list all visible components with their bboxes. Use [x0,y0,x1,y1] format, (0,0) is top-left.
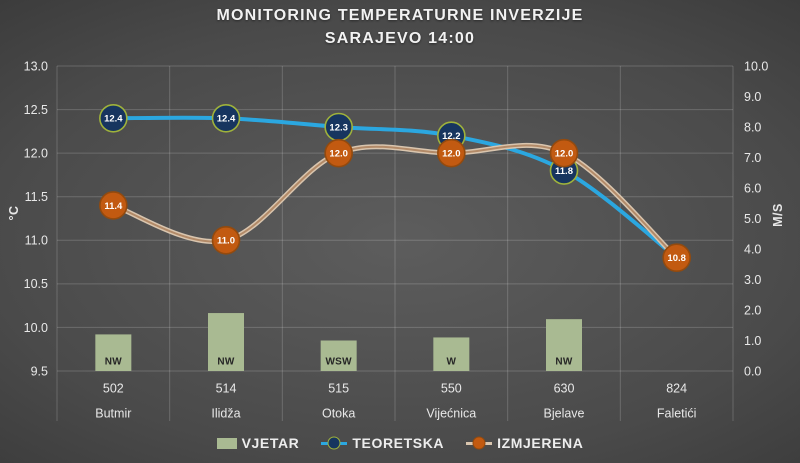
category-name-label: Faletići [657,406,697,420]
izmjerena-marker-value: 11.0 [217,236,235,247]
right-axis-tick-label: 10.0 [744,59,768,73]
category-code-label: 515 [328,381,349,395]
izmjerena-marker-value: 12.0 [329,148,348,159]
left-axis-tick-label: 10.0 [24,321,48,335]
wind-bar [320,340,357,371]
right-axis-tick-label: 7.0 [744,151,761,165]
teoretska-marker-value: 12.4 [217,114,236,125]
izmjerena-marker [211,225,241,255]
chart-title: MONITORING TEMPERATURNE INVERZIJE SARAJE… [0,5,800,50]
legend-label-teoretska: TEORETSKA [352,435,445,451]
legend-item-vjetar[interactable]: VJETAR [216,435,300,451]
izmjerena-marker-icon [466,436,493,451]
teoretska-marker-icon [321,436,348,451]
category-code-label: 550 [441,381,462,395]
category-code-label: 514 [216,381,237,395]
chart-title-line2: SARAJEVO 14:00 [324,29,476,47]
izmjerena-marker [662,243,691,273]
teoretska-marker-value: 12.4 [104,114,123,125]
right-axis-tick-label: 8.0 [744,120,761,134]
left-axis-tick-label: 9.5 [31,364,48,378]
wind-bar [433,337,470,371]
izmjerena-marker [99,191,128,220]
teoretska-marker-value: 12.2 [442,131,461,142]
category-name-label: Vijećnica [426,406,476,420]
izmjerena-marker-value: 12.0 [555,148,574,159]
chart-title-line1: MONITORING TEMPERATURNE INVERZIJE [216,7,584,24]
izmjerena-marker-value: 12.0 [442,148,461,159]
category-code-label: 502 [103,381,124,395]
wind-direction-label: W [446,357,456,368]
right-axis-tick-label: 1.0 [744,334,761,348]
wind-direction-label: WSW [325,357,352,368]
wind-direction-label: NW [217,357,235,368]
wind-direction-label: NW [555,357,573,368]
wind-bar [95,334,132,371]
category-code-label: 630 [554,381,575,395]
right-axis-tick-label: 3.0 [744,273,761,287]
legend-item-teoretska[interactable]: TEORETSKA [321,435,444,451]
legend: VJETAR TEORETSKA IZMJERENA [0,435,800,451]
izmjerena-marker [549,138,579,168]
category-name-label: Otoka [322,406,355,420]
right-axis-tick-label: 2.0 [744,303,761,317]
izmjerena-marker-value: 10.8 [667,253,686,264]
teoretska-marker-value: 11.8 [555,166,573,177]
left-axis-tick-label: 12.5 [24,103,48,117]
legend-item-izmjerena[interactable]: IZMJERENA [466,435,583,451]
category-name-label: Ilidža [211,406,240,420]
category-name-label: Butmir [95,406,131,420]
vjetar-bar-swatch-icon [216,437,237,449]
izmjerena-marker-value: 11.4 [104,201,123,212]
left-axis-tick-label: 13.0 [24,59,48,73]
right-axis-tick-label: 6.0 [744,181,761,195]
left-axis-tick-label: 11.0 [25,234,48,248]
right-axis-tick-label: 9.0 [744,90,761,104]
right-axis-tick-label: 0.0 [744,364,761,378]
category-code-label: 824 [666,381,687,395]
right-axis-tick-label: 5.0 [744,212,761,226]
teoretska-marker [99,103,128,133]
left-axis-tick-label: 10.5 [24,277,48,291]
wind-bar [208,313,244,371]
teoretska-marker [211,103,241,133]
wind-bar [546,319,582,371]
left-axis-tick-label: 11.5 [25,190,48,204]
legend-label-izmjerena: IZMJERENA [497,435,584,451]
category-name-label: Bjelave [544,406,585,420]
teoretska-marker-value: 12.3 [329,122,348,133]
izmjerena-marker [437,138,466,168]
izmjerena-marker [324,138,353,168]
left-axis-tick-label: 12.0 [24,147,48,161]
wind-direction-label: NW [105,357,123,368]
legend-label-vjetar: VJETAR [241,435,300,451]
right-axis-tick-label: 4.0 [744,242,761,256]
